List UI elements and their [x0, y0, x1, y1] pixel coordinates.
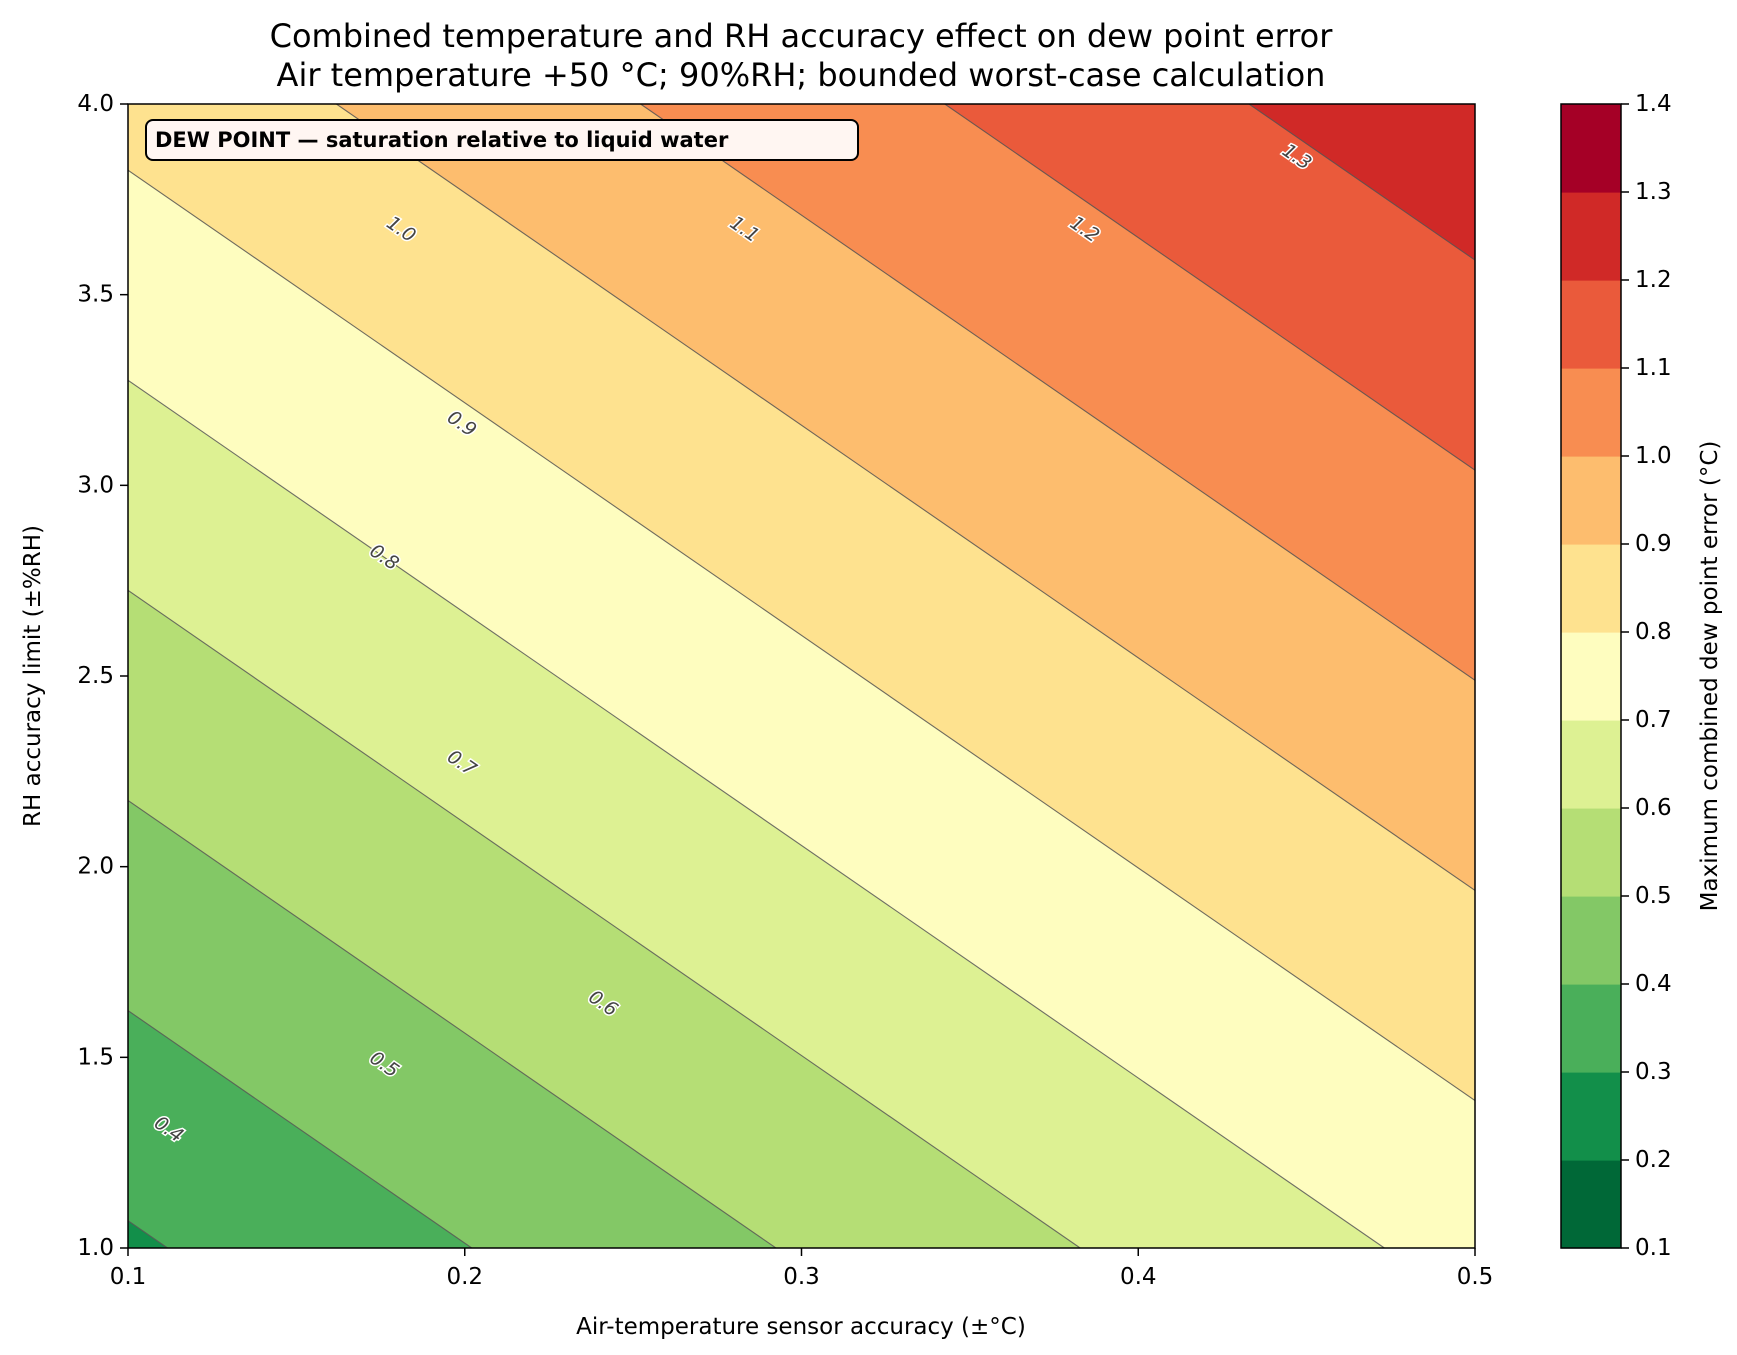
colorbar-segment	[1561, 720, 1621, 809]
chart-subtitle: Air temperature +50 °C; 90%RH; bounded w…	[277, 56, 1326, 94]
x-tick-label: 0.5	[1457, 1264, 1494, 1290]
colorbar: 0.1 0.2 0.3 0.4 0.5 0.6 0.7 0.8 0.9 1.0 1.1 1.2 1.3 1…	[1560, 91, 1672, 1261]
contour-fill-bands	[128, 104, 1475, 1248]
colorbar-segment	[1561, 896, 1621, 985]
colorbar-tick-label: 0.6	[1635, 795, 1672, 821]
colorbar-segment	[1561, 104, 1621, 193]
contour-line	[1248, 104, 1475, 261]
colorbar-tick-label: 0.1	[1635, 1235, 1672, 1261]
contour-line	[128, 800, 777, 1248]
colorbar-segment	[1561, 456, 1621, 545]
y-tick-label: 3.5	[77, 282, 114, 308]
y-tick-label: 3.0	[77, 472, 114, 498]
x-tick-label: 0.3	[783, 1264, 820, 1290]
contour-line	[336, 104, 1475, 891]
colorbar-tick-label: 1.2	[1635, 267, 1672, 293]
colorbar-tick-label: 0.9	[1635, 531, 1672, 557]
x-tick-label: 0.4	[1120, 1264, 1157, 1290]
y-tick-label: 4.0	[77, 91, 114, 117]
colorbar-tick-label: 1.4	[1635, 91, 1672, 117]
x-tick-label: 0.1	[110, 1264, 147, 1290]
colorbar-segment	[1561, 632, 1621, 721]
colorbar-segment	[1561, 1072, 1621, 1161]
annotation-background	[145, 119, 859, 161]
contour-line	[640, 104, 1475, 681]
contour-line	[128, 1220, 168, 1248]
colorbar-tick-label: 0.8	[1635, 619, 1672, 645]
x-axis-label: Air-temperature sensor accuracy (±°C)	[576, 1314, 1026, 1340]
annotation-box: DEW POINT — saturation relative to liqui…	[145, 119, 859, 161]
chart-title: Combined temperature and RH accuracy eff…	[270, 17, 1334, 55]
colorbar-label: Maximum combined dew point error (°C)	[1697, 441, 1723, 912]
y-tick-label: 1.5	[77, 1044, 114, 1070]
colorbar-tick-label: 0.3	[1635, 1059, 1672, 1085]
colorbar-tick-label: 0.2	[1635, 1147, 1672, 1173]
contour-line	[128, 379, 1385, 1248]
colorbar-segment	[1561, 544, 1621, 633]
y-tick-label: 1.0	[77, 1235, 114, 1261]
colorbar-frame	[1560, 103, 1622, 1249]
contour-line	[128, 1010, 473, 1248]
contour-lines	[128, 104, 1475, 1248]
colorbar-segment	[1561, 1160, 1621, 1249]
x-axis-ticks: 0.1 0.2 0.3 0.4 0.5	[110, 1248, 1494, 1290]
colorbar-segment	[1561, 368, 1621, 457]
y-tick-label: 2.0	[77, 854, 114, 880]
contour-line	[944, 104, 1475, 471]
colorbar-segment	[1561, 280, 1621, 369]
colorbar-segment	[1561, 984, 1621, 1073]
colorbar-tick-label: 0.7	[1635, 707, 1672, 733]
contour-line	[128, 169, 1475, 1101]
colorbar-tick-label: 0.4	[1635, 971, 1672, 997]
colorbar-tick-label: 1.3	[1635, 179, 1672, 205]
colorbar-tick-label: 1.1	[1635, 355, 1672, 381]
colorbar-tick-label: 1.0	[1635, 443, 1672, 469]
annotation-text: DEW POINT — saturation relative to liqui…	[155, 128, 729, 152]
x-tick-label: 0.2	[446, 1264, 483, 1290]
colorbar-segment	[1561, 808, 1621, 897]
y-axis-ticks: 1.0 1.5 2.0 2.5 3.0 3.5 4.0	[77, 91, 128, 1261]
y-tick-label: 2.5	[77, 663, 114, 689]
colorbar-tick-label: 0.5	[1635, 883, 1672, 909]
y-axis-label: RH accuracy limit (±%RH)	[20, 525, 46, 827]
contour-line	[128, 589, 1081, 1248]
colorbar-segment	[1561, 192, 1621, 281]
